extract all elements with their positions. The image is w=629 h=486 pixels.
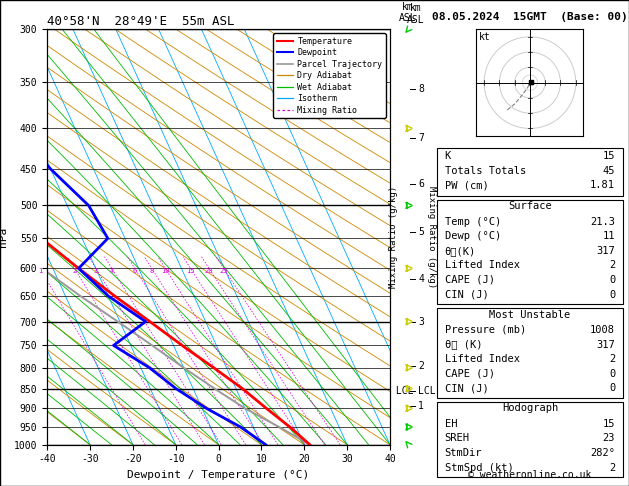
Text: 1008: 1008: [590, 325, 615, 335]
Text: CAPE (J): CAPE (J): [445, 369, 495, 379]
Text: LCL: LCL: [390, 385, 413, 396]
Text: Mixing Ratio (g/kg): Mixing Ratio (g/kg): [426, 186, 435, 288]
Text: kt: kt: [479, 33, 491, 42]
Text: 1: 1: [418, 401, 424, 412]
Text: 2: 2: [418, 361, 424, 370]
Text: km
ASL: km ASL: [399, 2, 416, 23]
Text: 20: 20: [205, 268, 213, 275]
Text: Lifted Index: Lifted Index: [445, 260, 520, 270]
Text: km
ASL: km ASL: [406, 3, 425, 25]
Text: 08.05.2024  15GMT  (Base: 00): 08.05.2024 15GMT (Base: 00): [432, 12, 628, 22]
Text: CIN (J): CIN (J): [445, 290, 489, 299]
Text: 15: 15: [603, 151, 615, 161]
Text: 7: 7: [418, 133, 424, 143]
Text: 1: 1: [38, 268, 42, 275]
Text: 4: 4: [109, 268, 114, 275]
Text: SREH: SREH: [445, 434, 470, 443]
Text: EH: EH: [445, 419, 457, 429]
Text: 1.81: 1.81: [590, 180, 615, 191]
Text: K: K: [445, 151, 451, 161]
Text: 25: 25: [220, 268, 228, 275]
Text: 0: 0: [609, 275, 615, 285]
Text: 2: 2: [72, 268, 77, 275]
Text: Mixing Ratio (g/kg): Mixing Ratio (g/kg): [389, 186, 398, 288]
Text: Most Unstable: Most Unstable: [489, 310, 571, 320]
Text: θᴄ(K): θᴄ(K): [445, 246, 476, 256]
Text: 8: 8: [418, 84, 424, 94]
Text: CAPE (J): CAPE (J): [445, 275, 495, 285]
Legend: Temperature, Dewpoint, Parcel Trajectory, Dry Adiabat, Wet Adiabat, Isotherm, Mi: Temperature, Dewpoint, Parcel Trajectory…: [274, 34, 386, 118]
Bar: [437, 200, 623, 304]
Text: 10: 10: [161, 268, 169, 275]
Text: 0: 0: [609, 369, 615, 379]
Text: 2: 2: [609, 354, 615, 364]
Text: StmSpd (kt): StmSpd (kt): [445, 463, 513, 472]
Bar: [437, 148, 623, 196]
Text: Totals Totals: Totals Totals: [445, 166, 526, 176]
Text: 282°: 282°: [590, 448, 615, 458]
Text: CIN (J): CIN (J): [445, 383, 489, 393]
Text: Temp (°C): Temp (°C): [445, 217, 501, 226]
Text: θᴄ (K): θᴄ (K): [445, 340, 482, 349]
Bar: [437, 308, 623, 398]
Text: © weatheronline.co.uk: © weatheronline.co.uk: [468, 470, 592, 480]
Text: 21.3: 21.3: [590, 217, 615, 226]
Text: 6: 6: [418, 179, 424, 189]
Text: Hodograph: Hodograph: [502, 403, 558, 414]
Text: 6: 6: [133, 268, 137, 275]
Text: 317: 317: [596, 340, 615, 349]
Text: 15: 15: [603, 419, 615, 429]
Text: 8: 8: [150, 268, 154, 275]
Y-axis label: hPa: hPa: [0, 227, 8, 247]
Text: Dewp (°C): Dewp (°C): [445, 231, 501, 241]
Text: 45: 45: [603, 166, 615, 176]
Text: Lifted Index: Lifted Index: [445, 354, 520, 364]
Text: 2: 2: [609, 260, 615, 270]
Text: 2: 2: [609, 463, 615, 472]
Text: StmDir: StmDir: [445, 448, 482, 458]
Text: 317: 317: [596, 246, 615, 256]
X-axis label: Dewpoint / Temperature (°C): Dewpoint / Temperature (°C): [128, 470, 309, 480]
Text: 5: 5: [418, 227, 424, 237]
Text: 0: 0: [609, 383, 615, 393]
Text: 3: 3: [418, 316, 424, 327]
Text: Pressure (mb): Pressure (mb): [445, 325, 526, 335]
Text: 40°58'N  28°49'E  55m ASL: 40°58'N 28°49'E 55m ASL: [47, 15, 235, 28]
Text: LCL: LCL: [418, 385, 436, 396]
Text: 15: 15: [186, 268, 195, 275]
Bar: [437, 402, 623, 477]
Text: 23: 23: [603, 434, 615, 443]
Text: PW (cm): PW (cm): [445, 180, 489, 191]
Text: 3: 3: [94, 268, 98, 275]
Text: 4: 4: [418, 274, 424, 284]
Text: 0: 0: [609, 290, 615, 299]
Text: 11: 11: [603, 231, 615, 241]
Text: Surface: Surface: [508, 201, 552, 211]
